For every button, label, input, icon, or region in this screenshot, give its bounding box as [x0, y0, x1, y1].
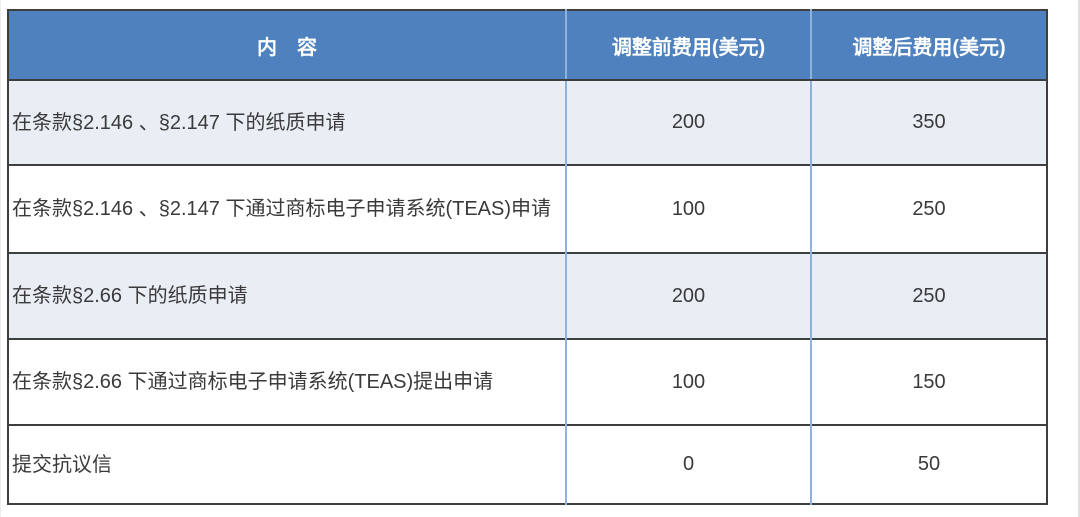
cell-fee-after: 50: [810, 424, 1047, 504]
table-row: 提交抗议信 0 50: [8, 424, 1047, 504]
table-row: 在条款§2.66 下的纸质申请 200 250: [8, 252, 1047, 339]
cell-fee-after: 150: [810, 338, 1047, 425]
page-edge-shadow-left: [0, 0, 1, 517]
table-body: 在条款§2.146 、§2.147 下的纸质申请 200 350 在条款§2.1…: [8, 80, 1047, 504]
column-header-fee-after: 调整后费用(美元): [810, 10, 1047, 81]
table-row: 在条款§2.146 、§2.147 下的纸质申请 200 350: [8, 80, 1047, 165]
cell-fee-before: 0: [565, 424, 811, 504]
cell-content: 在条款§2.66 下通过商标电子申请系统(TEAS)提出申请: [8, 338, 566, 425]
table-row: 在条款§2.146 、§2.147 下通过商标电子申请系统(TEAS)申请 10…: [8, 164, 1047, 253]
column-header-content: 内 容: [8, 10, 566, 81]
page-edge-shadow-right: [1078, 0, 1080, 517]
column-header-fee-before: 调整前费用(美元): [565, 10, 811, 81]
cell-content: 在条款§2.146 、§2.147 下的纸质申请: [8, 80, 566, 165]
cell-content: 在条款§2.146 、§2.147 下通过商标电子申请系统(TEAS)申请: [8, 164, 566, 253]
table-row: 在条款§2.66 下通过商标电子申请系统(TEAS)提出申请 100 150: [8, 338, 1047, 425]
cell-content: 在条款§2.66 下的纸质申请: [8, 252, 566, 339]
cell-fee-before: 200: [565, 80, 811, 165]
table-header: 内 容 调整前费用(美元) 调整后费用(美元): [8, 10, 1047, 81]
cell-fee-before: 100: [565, 164, 811, 253]
cell-fee-after: 350: [810, 80, 1047, 165]
cell-content: 提交抗议信: [8, 424, 566, 504]
cell-fee-after: 250: [810, 164, 1047, 253]
cell-fee-before: 200: [565, 252, 811, 339]
fee-table: 内 容 调整前费用(美元) 调整后费用(美元) 在条款§2.146 、§2.14…: [7, 9, 1048, 505]
cell-fee-after: 250: [810, 252, 1047, 339]
header-row: 内 容 调整前费用(美元) 调整后费用(美元): [8, 10, 1047, 81]
cell-fee-before: 100: [565, 338, 811, 425]
